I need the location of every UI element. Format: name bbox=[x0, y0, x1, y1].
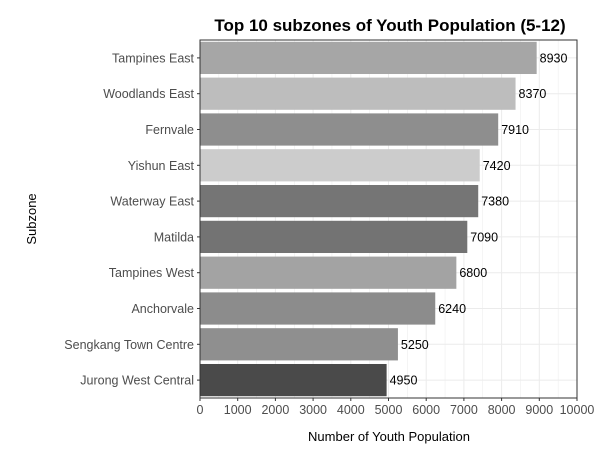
x-tick-label: 10000 bbox=[560, 403, 595, 417]
bar bbox=[200, 41, 537, 75]
bar-value-label: 7420 bbox=[483, 159, 511, 173]
bar-value-label: 4950 bbox=[390, 374, 418, 388]
x-tick-label: 5000 bbox=[375, 403, 403, 417]
bar-value-label: 6240 bbox=[438, 302, 466, 316]
bar-value-label: 7910 bbox=[501, 123, 529, 137]
y-tick-label: Yishun East bbox=[128, 159, 195, 173]
bar bbox=[200, 328, 398, 361]
x-tick-label: 9000 bbox=[525, 403, 553, 417]
bar-value-label: 5250 bbox=[401, 338, 429, 352]
bar-value-label: 6800 bbox=[459, 266, 487, 280]
bar bbox=[200, 184, 479, 218]
x-axis-title: Number of Youth Population bbox=[308, 429, 470, 444]
x-tick-label: 2000 bbox=[261, 403, 289, 417]
bar-value-label: 8370 bbox=[519, 87, 547, 101]
chart-title: Top 10 subzones of Youth Population (5-1… bbox=[214, 16, 565, 35]
y-tick-label: Tampines East bbox=[112, 51, 195, 65]
y-tick-label: Jurong West Central bbox=[80, 374, 194, 388]
y-tick-label: Tampines West bbox=[109, 266, 195, 280]
bar bbox=[200, 149, 480, 182]
bar bbox=[200, 220, 468, 254]
x-tick-label: 8000 bbox=[488, 403, 516, 417]
y-tick-label: Sengkang Town Centre bbox=[64, 338, 194, 352]
bar bbox=[200, 292, 436, 325]
x-tick-label: 7000 bbox=[450, 403, 478, 417]
x-axis-ticks: 0 1000 2000 3000 4000 5000 6000 7000 8000 9000 100… bbox=[197, 398, 595, 417]
y-tick-label: Anchorvale bbox=[131, 302, 194, 316]
x-tick-label: 4000 bbox=[337, 403, 365, 417]
x-tick-label: 3000 bbox=[299, 403, 327, 417]
bar bbox=[200, 113, 499, 146]
y-tick-label: Matilda bbox=[154, 230, 194, 244]
y-axis-title: Subzone bbox=[24, 193, 39, 244]
y-tick-label: Waterway East bbox=[110, 195, 194, 209]
bar-value-label: 7090 bbox=[470, 230, 498, 244]
bar bbox=[200, 256, 457, 289]
bar bbox=[200, 77, 516, 110]
y-tick-label: Woodlands East bbox=[103, 87, 194, 101]
bars: 8930 8370 7910 7420 7380 7090 6800 6240 5250 4950 bbox=[200, 41, 568, 397]
bar-value-label: 8930 bbox=[540, 51, 568, 65]
y-axis-ticks: Tampines East Woodlands East Fernvale Yishu… bbox=[64, 51, 200, 388]
y-tick-label: Fernvale bbox=[145, 123, 194, 137]
x-tick-label: 0 bbox=[197, 403, 204, 417]
x-tick-label: 6000 bbox=[412, 403, 440, 417]
bar bbox=[200, 363, 387, 397]
bar-value-label: 7380 bbox=[481, 195, 509, 209]
x-tick-label: 1000 bbox=[224, 403, 252, 417]
